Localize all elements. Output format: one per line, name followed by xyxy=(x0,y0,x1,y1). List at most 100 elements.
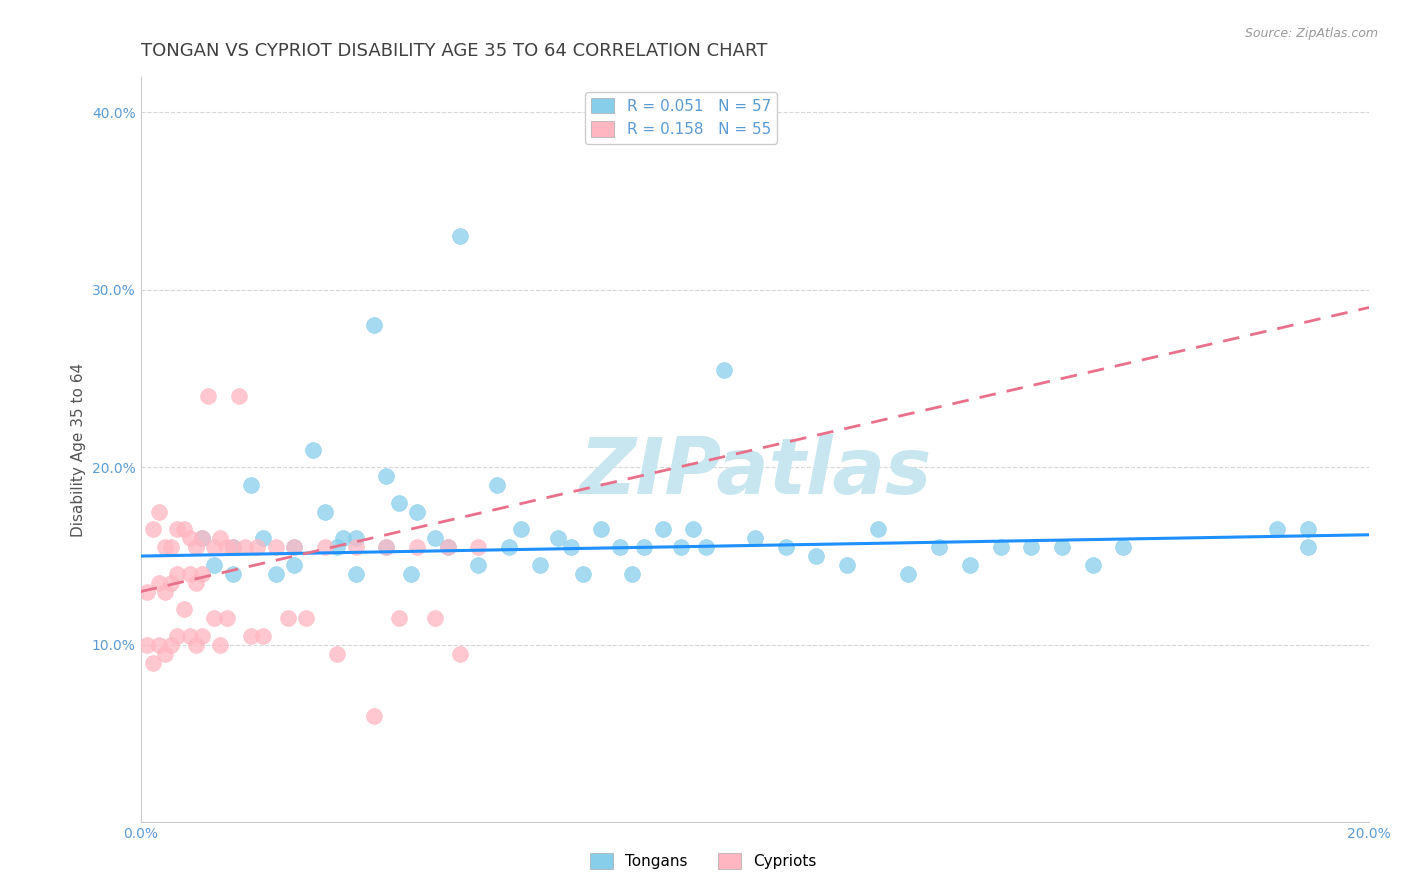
Point xyxy=(669,540,692,554)
Point xyxy=(449,229,471,244)
Point xyxy=(173,602,195,616)
Point xyxy=(221,540,243,554)
Point xyxy=(148,575,170,590)
Point xyxy=(375,469,398,483)
Point xyxy=(363,709,385,723)
Point xyxy=(1112,540,1135,554)
Point xyxy=(332,531,354,545)
Point xyxy=(1050,540,1073,554)
Point xyxy=(166,566,188,581)
Point xyxy=(148,505,170,519)
Point xyxy=(560,540,582,554)
Point xyxy=(179,531,201,545)
Point xyxy=(806,549,828,563)
Point xyxy=(682,523,704,537)
Point xyxy=(160,575,183,590)
Point xyxy=(436,540,458,554)
Point xyxy=(277,611,299,625)
Point xyxy=(228,389,250,403)
Point xyxy=(406,540,429,554)
Point xyxy=(197,389,219,403)
Point xyxy=(160,638,183,652)
Point xyxy=(467,540,489,554)
Point xyxy=(651,523,673,537)
Point xyxy=(202,540,225,554)
Point xyxy=(135,638,157,652)
Point xyxy=(835,558,858,572)
Point xyxy=(425,611,447,625)
Point xyxy=(135,584,157,599)
Point xyxy=(344,531,367,545)
Point xyxy=(179,629,201,643)
Point xyxy=(283,558,305,572)
Point xyxy=(326,540,349,554)
Point xyxy=(221,540,243,554)
Point xyxy=(990,540,1012,554)
Y-axis label: Disability Age 35 to 64: Disability Age 35 to 64 xyxy=(72,362,86,537)
Point xyxy=(215,611,238,625)
Point xyxy=(215,540,238,554)
Point xyxy=(344,540,367,554)
Point xyxy=(399,566,422,581)
Point xyxy=(264,566,287,581)
Point xyxy=(142,656,165,670)
Point xyxy=(153,540,176,554)
Point xyxy=(301,442,323,457)
Text: ZIPatlas: ZIPatlas xyxy=(579,434,931,510)
Point xyxy=(314,540,336,554)
Point xyxy=(153,584,176,599)
Point xyxy=(184,638,207,652)
Point xyxy=(897,566,920,581)
Point xyxy=(485,478,508,492)
Point xyxy=(209,638,232,652)
Point xyxy=(1081,558,1104,572)
Point xyxy=(344,566,367,581)
Point xyxy=(387,611,409,625)
Point xyxy=(572,566,595,581)
Point xyxy=(166,629,188,643)
Point xyxy=(184,540,207,554)
Point xyxy=(191,629,214,643)
Point xyxy=(1296,523,1319,537)
Point xyxy=(609,540,631,554)
Point xyxy=(191,531,214,545)
Point xyxy=(425,531,447,545)
Point xyxy=(449,647,471,661)
Point xyxy=(166,523,188,537)
Point xyxy=(713,362,735,376)
Point xyxy=(375,540,398,554)
Point xyxy=(148,638,170,652)
Point xyxy=(1296,540,1319,554)
Point xyxy=(1019,540,1042,554)
Point xyxy=(467,558,489,572)
Point xyxy=(498,540,520,554)
Point xyxy=(406,505,429,519)
Point xyxy=(283,540,305,554)
Point xyxy=(191,531,214,545)
Point xyxy=(252,531,274,545)
Point xyxy=(153,647,176,661)
Point xyxy=(264,540,287,554)
Point xyxy=(221,566,243,581)
Text: Source: ZipAtlas.com: Source: ZipAtlas.com xyxy=(1244,27,1378,40)
Point xyxy=(695,540,717,554)
Point xyxy=(191,566,214,581)
Point xyxy=(363,318,385,333)
Point xyxy=(591,523,613,537)
Point xyxy=(160,540,183,554)
Legend: R = 0.051   N = 57, R = 0.158   N = 55: R = 0.051 N = 57, R = 0.158 N = 55 xyxy=(585,92,778,144)
Point xyxy=(375,540,398,554)
Point xyxy=(246,540,269,554)
Point xyxy=(314,505,336,519)
Point xyxy=(240,478,263,492)
Point xyxy=(283,540,305,554)
Point xyxy=(179,566,201,581)
Point xyxy=(633,540,655,554)
Point xyxy=(209,531,232,545)
Point xyxy=(510,523,533,537)
Point xyxy=(387,496,409,510)
Point xyxy=(744,531,766,545)
Point xyxy=(184,575,207,590)
Point xyxy=(775,540,797,554)
Point xyxy=(928,540,950,554)
